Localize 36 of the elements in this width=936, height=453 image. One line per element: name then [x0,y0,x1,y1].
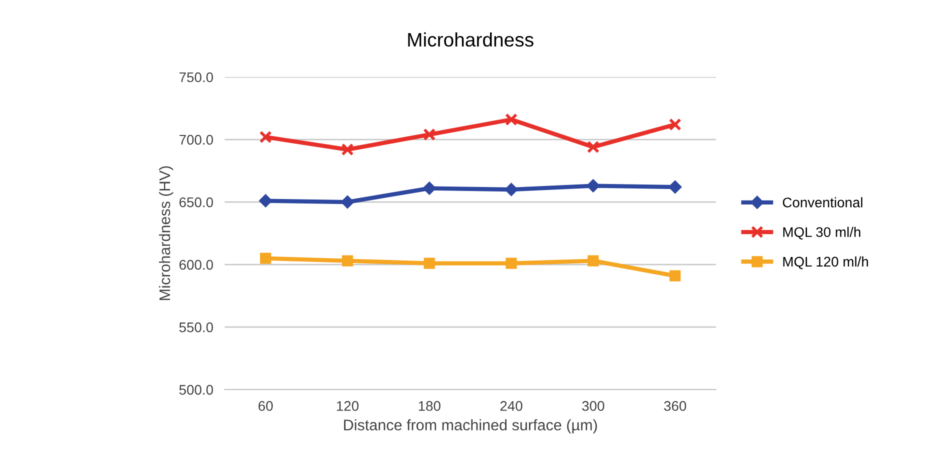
point [668,180,682,194]
chart-title: Microhardness [408,32,534,47]
x-tick-label: 60 [258,401,273,411]
x-tick-label: 360 [664,401,686,411]
y-tick-label: 550.0 [179,322,213,332]
point [668,118,682,131]
y-tick-label: 750.0 [179,72,213,82]
point [342,255,354,266]
point [586,140,600,154]
point [259,130,272,144]
point [259,194,272,208]
legend-label: Conventional [782,197,862,208]
x-tick-label: 120 [336,401,359,411]
point [422,182,436,195]
y-axis-title: Microhardness (HV) [158,166,174,300]
y-tick-label: 650.0 [179,197,213,208]
x-tick-label: 300 [582,401,604,411]
point [340,195,354,209]
point [341,143,354,156]
y-tick-label: 600.0 [179,260,213,270]
legend-label: MQL 120 ml/h [783,256,868,270]
point [586,179,600,192]
point [505,113,518,126]
x-tick-label: 180 [418,401,440,411]
point [670,270,681,282]
y-tick-label: 700.0 [179,134,213,145]
y-tick-label: 500.0 [179,384,213,395]
point [506,258,517,269]
point [260,252,272,264]
point [588,255,599,266]
x-tick-label: 240 [500,401,522,411]
point [504,182,518,196]
point [424,258,435,269]
x-axis-title: Distance from machined surface (µm) [344,419,597,434]
legend-label: MQL 30 ml/h [783,226,860,240]
point [423,128,436,141]
